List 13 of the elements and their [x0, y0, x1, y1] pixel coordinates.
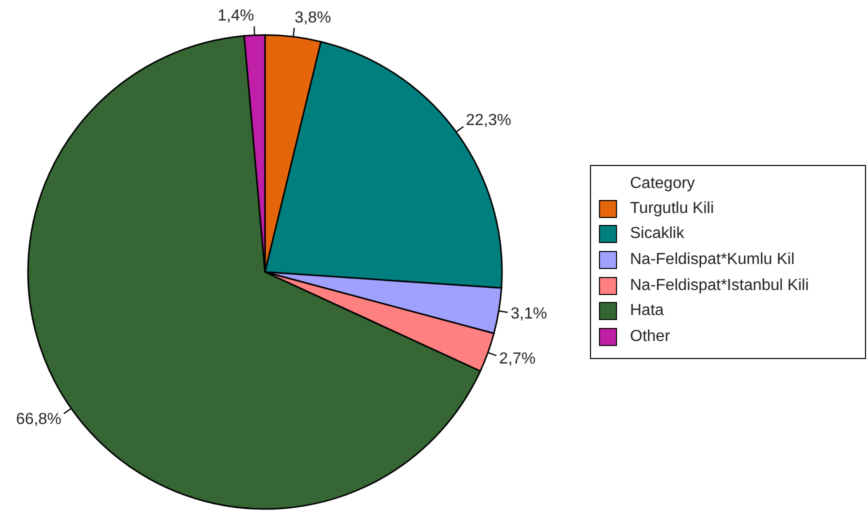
- legend-label: Na-Feldispat*Istanbul Kili: [630, 276, 809, 295]
- data-label: 1,4%: [218, 8, 254, 25]
- legend-label: Hata: [630, 302, 664, 320]
- data-label: 66,8%: [16, 410, 62, 428]
- data-label: 3,8%: [294, 9, 332, 26]
- legend-title: Category: [630, 174, 696, 194]
- data-label: 3,1%: [510, 305, 548, 322]
- data-label: 2,7%: [499, 350, 536, 368]
- legend-label: Sicaklik: [630, 225, 684, 244]
- legend-label: Other: [630, 328, 670, 346]
- legend-label: Turgutlu Kili: [630, 200, 714, 218]
- data-label: 22,3%: [466, 112, 512, 130]
- legend-label: Na-Feldispat*Kumlu Kil: [630, 250, 795, 269]
